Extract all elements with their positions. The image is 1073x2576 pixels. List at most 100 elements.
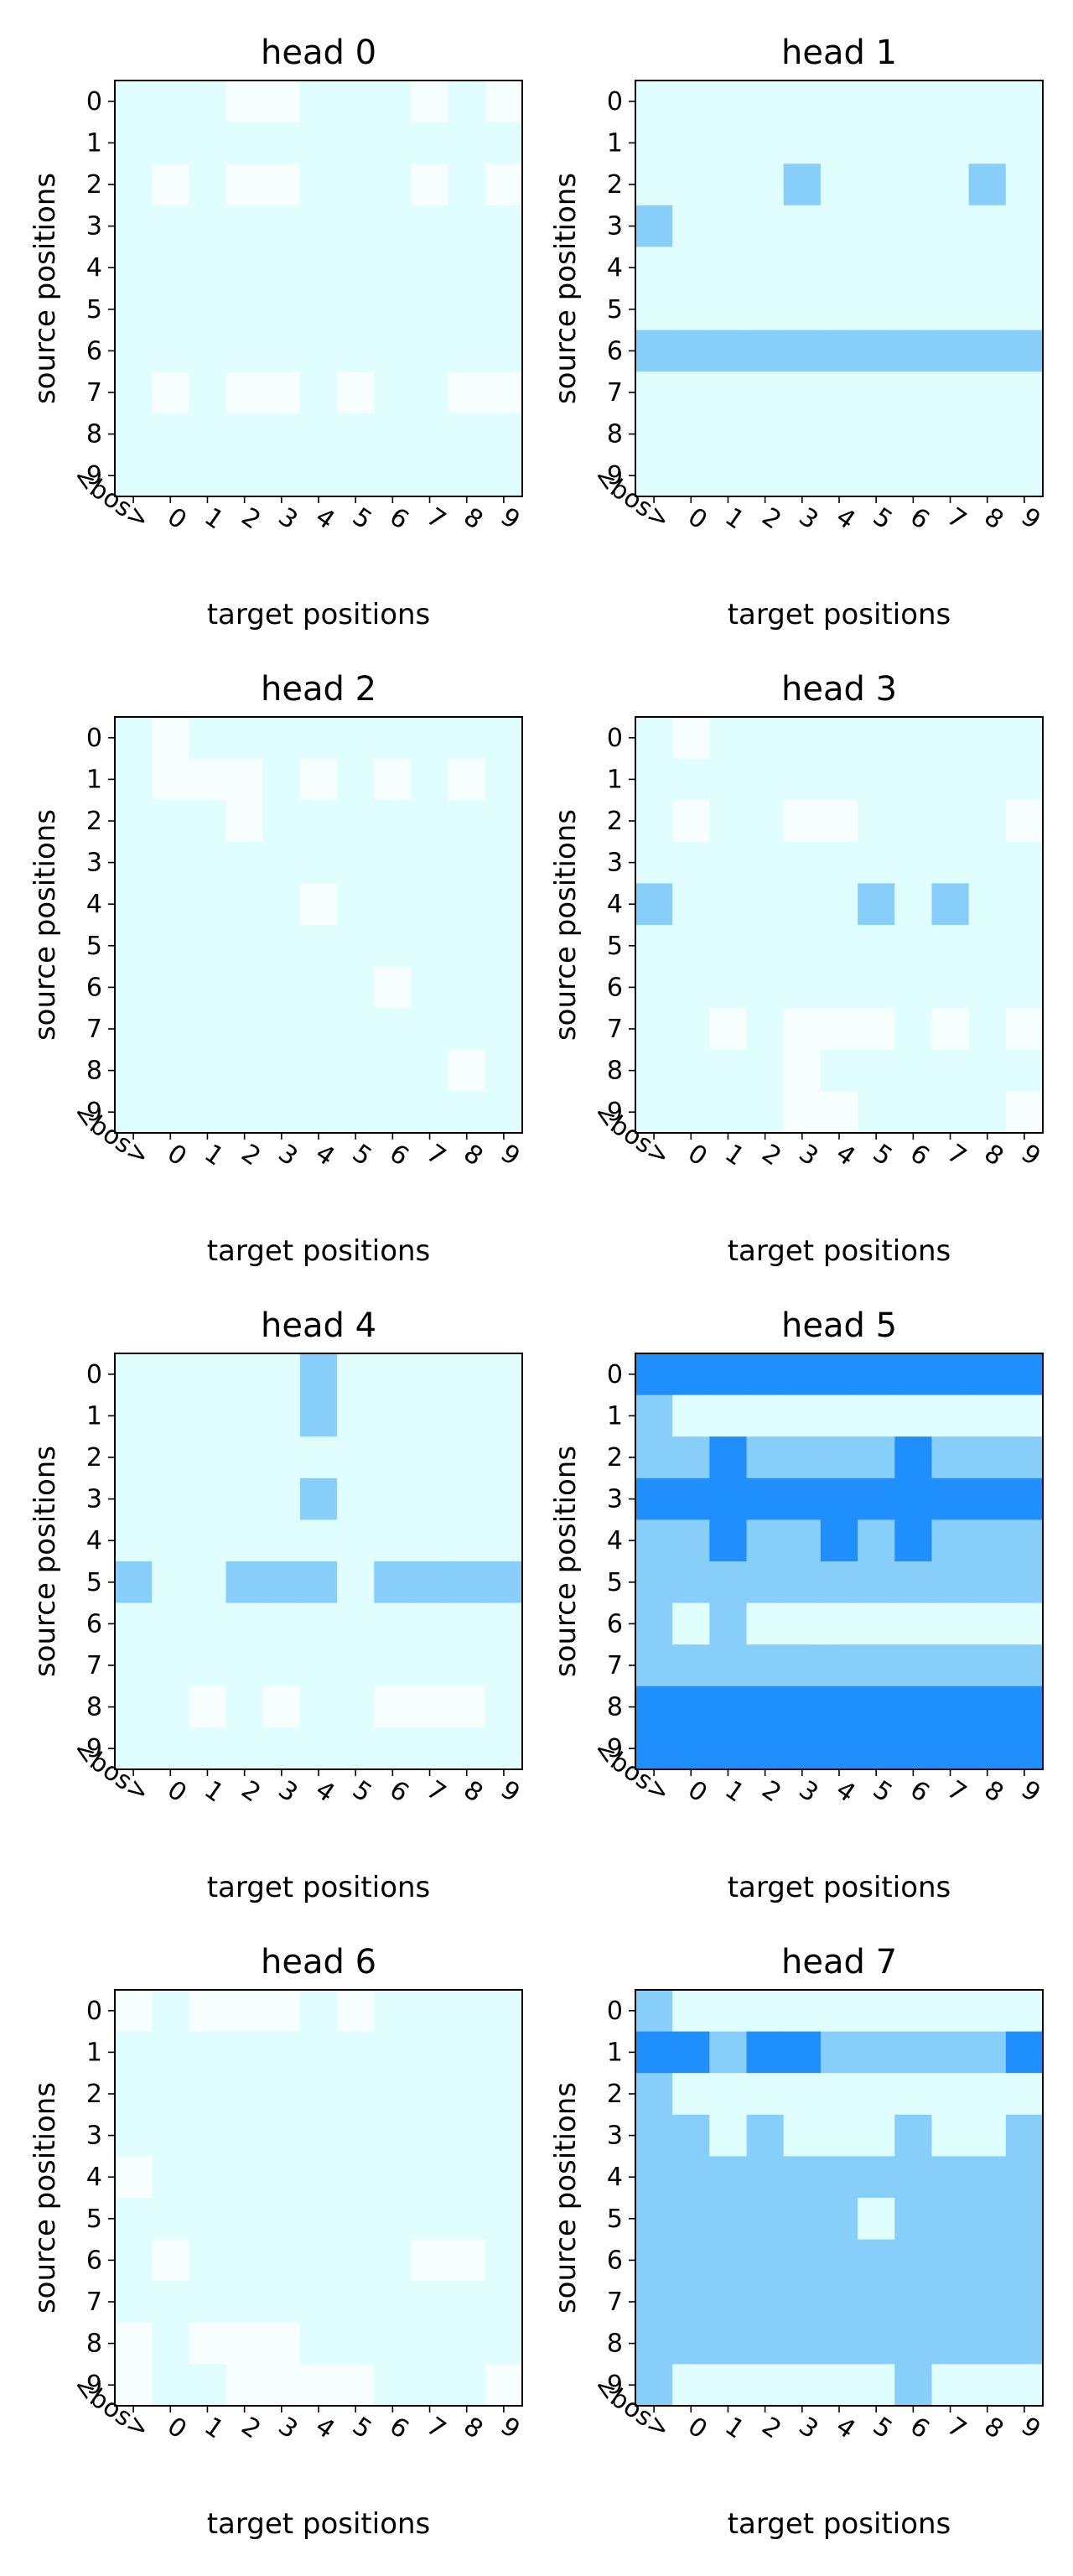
- heatmap-cell: [783, 1091, 822, 1134]
- heatmap-cell: [931, 371, 970, 414]
- heatmap-cell: [709, 205, 748, 247]
- heatmap-cell: [931, 1727, 970, 1770]
- heatmap-cell: [783, 247, 822, 289]
- y-tick-label: 7: [86, 378, 102, 408]
- heatmap-cell: [225, 1644, 264, 1687]
- panel-title: head 3: [781, 670, 897, 709]
- heatmap-cell: [152, 925, 189, 968]
- x-tick-label: 8: [458, 502, 488, 536]
- x-tick-label: 9: [1016, 502, 1046, 536]
- heatmap-cell: [225, 1436, 264, 1479]
- heatmap-cell: [672, 247, 710, 289]
- y-axis-label: source positions: [549, 809, 583, 1041]
- heatmap-cell: [1005, 1644, 1044, 1687]
- heatmap-cell: [968, 883, 1007, 926]
- heatmap-cell: [189, 1644, 227, 1687]
- heatmap-cell: [337, 1602, 375, 1645]
- y-tick-label: 7: [86, 2288, 102, 2317]
- heatmap-cell: [746, 2198, 785, 2241]
- heatmap-cell: [858, 1727, 895, 1770]
- x-tick-label: 1: [199, 2412, 229, 2445]
- y-tick-label: 9: [607, 461, 623, 491]
- heatmap-cell: [858, 841, 895, 884]
- heatmap-cell: [189, 1685, 227, 1728]
- y-tick-label: 5: [607, 295, 623, 325]
- heatmap-cell: [1005, 80, 1044, 123]
- heatmap-cell: [1005, 1394, 1044, 1437]
- heatmap-cell: [672, 2198, 710, 2241]
- heatmap-cell: [189, 413, 227, 455]
- heatmap-cell: [820, 371, 858, 414]
- heatmap-cell: [411, 966, 449, 1009]
- heatmap-cell: [374, 800, 412, 843]
- heatmap-cell: [968, 80, 1007, 123]
- heatmap-cell: [337, 164, 375, 206]
- heatmap-cell: [485, 883, 523, 926]
- heatmap-cell: [672, 1394, 710, 1437]
- x-tick-label: 7: [421, 2412, 451, 2445]
- heatmap-cell: [820, 1436, 858, 1479]
- heatmap-cell: [448, 717, 486, 760]
- heatmap-cell: [337, 1353, 375, 1396]
- heatmap-cell: [1005, 1353, 1044, 1396]
- heatmap-cell: [115, 1394, 153, 1437]
- heatmap-cell: [337, 758, 375, 801]
- heatmap-cell: [672, 2364, 710, 2407]
- heatmap-cell: [485, 2156, 523, 2199]
- y-axis-label: source positions: [29, 809, 62, 1041]
- heatmap-cell: [448, 288, 486, 331]
- heatmap-cell: [968, 841, 1007, 884]
- heatmap-cell: [225, 2239, 264, 2282]
- heatmap-cell: [1005, 2198, 1044, 2241]
- heatmap-cell: [337, 371, 375, 414]
- y-tick-label: 3: [86, 849, 102, 878]
- heatmap-cell: [1005, 2322, 1044, 2365]
- heatmap-cell: [374, 717, 412, 760]
- x-tick-label: 9: [1016, 1775, 1046, 1809]
- heatmap-cell: [709, 966, 748, 1009]
- heatmap-cell: [374, 2114, 412, 2157]
- heatmap-cell: [1005, 841, 1044, 884]
- heatmap-cell: [448, 80, 486, 123]
- x-axis-label: target positions: [728, 1234, 951, 1268]
- heatmap-cell: [337, 2073, 375, 2116]
- heatmap-cell: [783, 330, 822, 372]
- heatmap-cell: [894, 1561, 933, 1604]
- heatmap-cell: [1005, 1049, 1044, 1092]
- heatmap-cell: [411, 758, 449, 801]
- heatmap-cell: [858, 288, 895, 331]
- heatmap-cell: [299, 2114, 338, 2157]
- heatmap-cell: [189, 1561, 227, 1604]
- heatmap-cell: [635, 1394, 673, 1437]
- heatmap-cell: [931, 2156, 970, 2199]
- heatmap-cell: [968, 1561, 1007, 1604]
- heatmap-cell: [448, 1990, 486, 2033]
- y-tick-label: 4: [607, 253, 623, 283]
- heatmap-cell: [968, 925, 1007, 968]
- heatmap-cell: [931, 925, 970, 968]
- x-tick-label: 0: [682, 2412, 713, 2445]
- heatmap-cell: [858, 413, 895, 455]
- heatmap-cell: [635, 1561, 673, 1604]
- heatmap-cell: [337, 1727, 375, 1770]
- heatmap-cell: [858, 1561, 895, 1604]
- heatmap-cell: [115, 841, 153, 884]
- heatmap-cell: [894, 2073, 933, 2116]
- heatmap-cell: [672, 1353, 710, 1396]
- heatmap-cell: [858, 758, 895, 801]
- heatmap-cell: [858, 2156, 895, 2199]
- heatmap-cell: [894, 2322, 933, 2365]
- heatmap-cell: [485, 2198, 523, 2241]
- heatmap-cell: [337, 925, 375, 968]
- heatmap-cell: [374, 1990, 412, 2033]
- heatmap-cell: [968, 1394, 1007, 1437]
- heatmap-cell: [225, 1049, 264, 1092]
- heatmap-cell: [374, 1727, 412, 1770]
- heatmap-cell: [783, 80, 822, 123]
- heatmap-cell: [672, 966, 710, 1009]
- heatmap-cell: [820, 122, 858, 164]
- heatmap-cell: [448, 2031, 486, 2074]
